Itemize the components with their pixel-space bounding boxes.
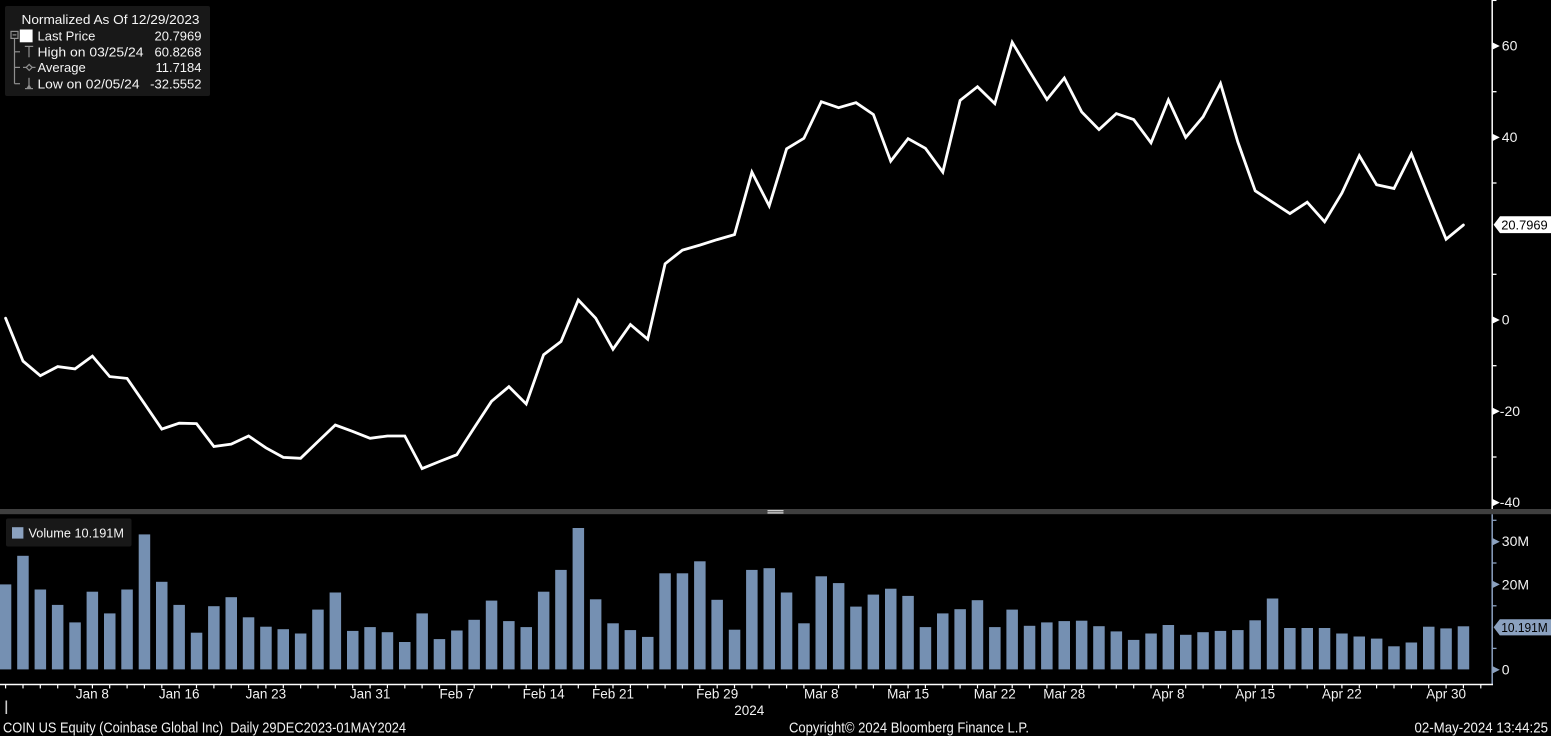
svg-text:Apr 8: Apr 8 bbox=[1152, 686, 1184, 701]
svg-text:20.7969: 20.7969 bbox=[155, 29, 202, 44]
svg-text:Mar 22: Mar 22 bbox=[974, 686, 1016, 701]
svg-text:20.7969: 20.7969 bbox=[1501, 217, 1548, 232]
svg-text:-32.5552: -32.5552 bbox=[150, 76, 201, 91]
svg-text:Last Price: Last Price bbox=[38, 29, 96, 44]
svg-text:40: 40 bbox=[1502, 129, 1518, 145]
svg-text:Feb 7: Feb 7 bbox=[440, 686, 475, 701]
svg-text:Mar 8: Mar 8 bbox=[804, 686, 839, 701]
svg-text:60.8268: 60.8268 bbox=[155, 44, 202, 59]
svg-text:Feb 21: Feb 21 bbox=[592, 686, 634, 701]
svg-text:Feb 29: Feb 29 bbox=[696, 686, 738, 701]
svg-text:Jan 16: Jan 16 bbox=[159, 686, 200, 701]
svg-text:Volume 10.191M: Volume 10.191M bbox=[29, 526, 125, 541]
svg-text:Apr 30: Apr 30 bbox=[1426, 686, 1466, 701]
svg-text:Feb 14: Feb 14 bbox=[523, 686, 566, 701]
svg-text:Low on 02/05/24: Low on 02/05/24 bbox=[38, 76, 140, 91]
svg-text:Copyright© 2024 Bloomberg Fina: Copyright© 2024 Bloomberg Finance L.P. bbox=[789, 719, 1029, 736]
svg-text:20M: 20M bbox=[1502, 576, 1529, 592]
svg-text:Apr 22: Apr 22 bbox=[1322, 686, 1362, 701]
svg-text:02-May-2024 13:44:25: 02-May-2024 13:44:25 bbox=[1415, 719, 1549, 736]
svg-text:High on 03/25/24: High on 03/25/24 bbox=[38, 44, 144, 59]
svg-text:0: 0 bbox=[1502, 661, 1510, 677]
svg-text:COIN US Equity (Coinbase Globa: COIN US Equity (Coinbase Global Inc) Dai… bbox=[3, 719, 406, 736]
svg-text:-40: -40 bbox=[1500, 494, 1520, 510]
svg-text:10.191M: 10.191M bbox=[1501, 620, 1548, 635]
svg-text:Mar 28: Mar 28 bbox=[1043, 686, 1085, 701]
svg-text:Mar 15: Mar 15 bbox=[887, 686, 929, 701]
svg-text:Jan 31: Jan 31 bbox=[350, 686, 391, 701]
svg-text:Apr 15: Apr 15 bbox=[1235, 686, 1275, 701]
svg-text:11.7184: 11.7184 bbox=[155, 60, 201, 75]
svg-text:2024: 2024 bbox=[734, 703, 765, 718]
svg-text:30M: 30M bbox=[1502, 533, 1529, 549]
svg-text:60: 60 bbox=[1502, 38, 1518, 54]
svg-text:Jan 8: Jan 8 bbox=[76, 686, 109, 701]
svg-text:Normalized As Of 12/29/2023: Normalized As Of 12/29/2023 bbox=[22, 12, 200, 27]
svg-text:Jan 23: Jan 23 bbox=[246, 686, 287, 701]
svg-text:-20: -20 bbox=[1500, 403, 1520, 419]
svg-text:Average: Average bbox=[38, 60, 86, 75]
svg-text:0: 0 bbox=[1502, 312, 1510, 328]
